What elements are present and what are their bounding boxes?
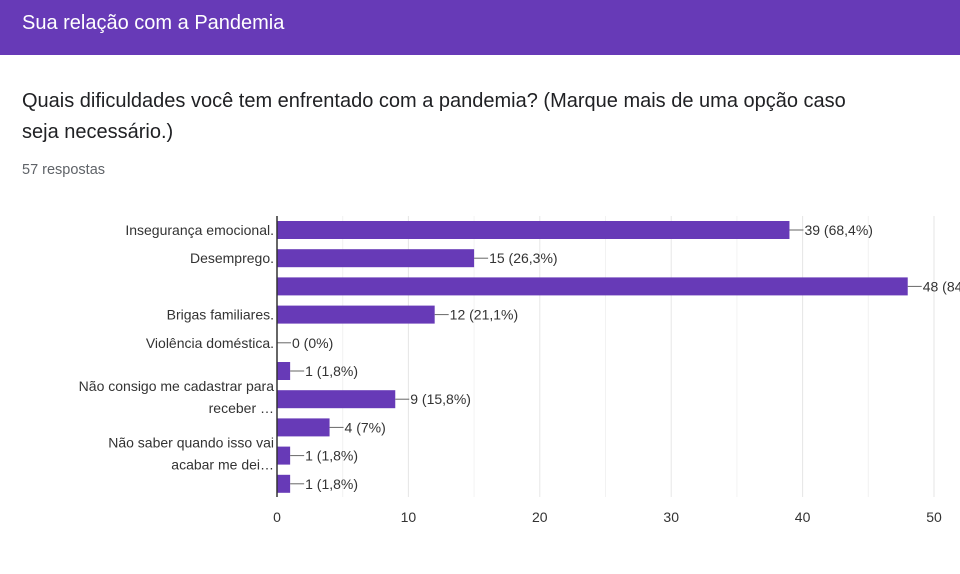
category-label: Não consigo me cadastrar para bbox=[79, 378, 275, 394]
data-label: 4 (7%) bbox=[345, 419, 386, 435]
data-label: 9 (15,8%) bbox=[410, 391, 471, 407]
bar bbox=[277, 277, 908, 296]
data-label: 0 (0%) bbox=[292, 335, 333, 351]
question-line-2: seja necessário.) bbox=[22, 121, 174, 143]
bar bbox=[277, 446, 291, 465]
category-label: acabar me dei… bbox=[171, 457, 274, 473]
section-title: Sua relação com a Pandemia bbox=[22, 12, 285, 34]
category-label: Violência doméstica. bbox=[146, 335, 274, 351]
category-label: receber … bbox=[209, 400, 274, 416]
x-tick-label: 20 bbox=[532, 509, 548, 525]
x-tick-label: 10 bbox=[401, 509, 417, 525]
data-label: 1 (1,8%) bbox=[305, 448, 358, 464]
category-label: Brigas familiares. bbox=[167, 307, 274, 323]
bar bbox=[277, 249, 475, 268]
bar bbox=[277, 362, 291, 380]
data-label: 1 (1,8%) bbox=[305, 363, 358, 379]
bar bbox=[277, 390, 396, 409]
bar bbox=[277, 474, 291, 493]
x-tick-label: 50 bbox=[926, 509, 942, 525]
bar bbox=[277, 305, 435, 324]
section-header: Sua relação com a Pandemia bbox=[0, 0, 960, 55]
bar bbox=[277, 221, 790, 239]
x-tick-label: 30 bbox=[663, 509, 679, 525]
x-tick-label: 40 bbox=[795, 509, 811, 525]
data-label: 15 (26,3%) bbox=[489, 250, 557, 266]
question-title: Quais dificuldades você tem enfrentado c… bbox=[22, 86, 960, 148]
question-line-1: Quais dificuldades você tem enfrentado c… bbox=[22, 90, 846, 112]
bar bbox=[277, 418, 330, 437]
category-label: Desemprego. bbox=[190, 250, 274, 266]
data-label: 1 (1,8%) bbox=[305, 476, 358, 492]
data-label: 12 (21,1%) bbox=[450, 307, 518, 323]
x-tick-label: 0 bbox=[273, 509, 281, 525]
data-label: 39 (68,4%) bbox=[804, 222, 872, 238]
category-label: Insegurança emocional. bbox=[125, 222, 274, 238]
category-label: Não saber quando isso vai bbox=[108, 435, 274, 451]
response-count: 57 respostas bbox=[22, 162, 106, 178]
data-label: 48 (84,2%) bbox=[923, 278, 960, 294]
